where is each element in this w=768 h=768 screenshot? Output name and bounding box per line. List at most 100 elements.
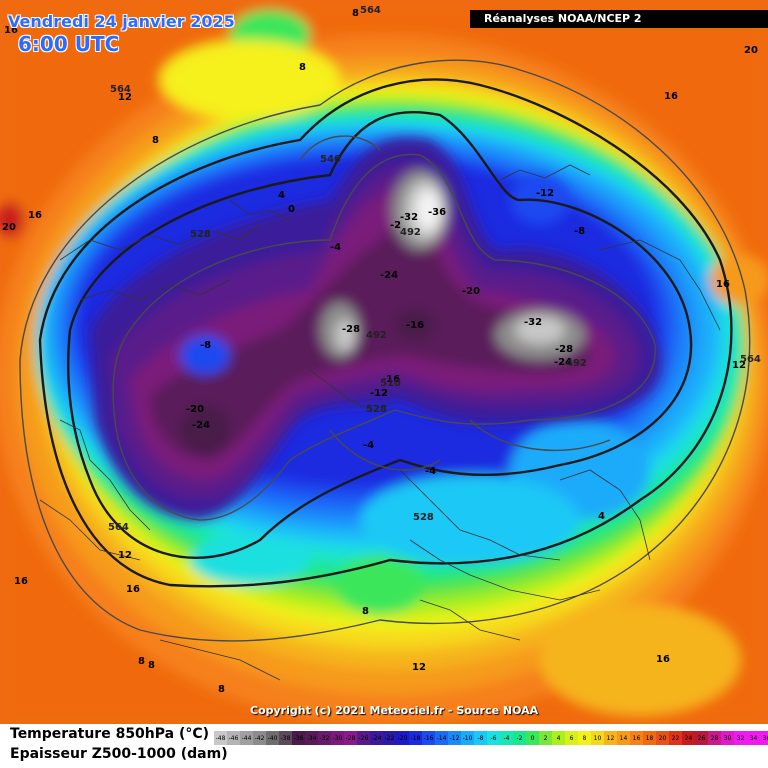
temp-label: 8: [148, 660, 155, 671]
temp-label: 16: [28, 210, 42, 221]
temp-label: 16: [4, 25, 18, 36]
thickness-label: 564: [360, 5, 381, 16]
color-swatch: [279, 731, 292, 745]
temp-label: 16: [664, 91, 678, 102]
temp-label: -20: [186, 404, 204, 415]
color-scale-tick: -2: [516, 735, 523, 742]
color-scale-tick: 30: [723, 735, 732, 742]
color-scale-ticks: -48 -46 -44 -42 -40 -38 -36 -34 -32 -30 -28 -26 -24-…: [214, 733, 768, 745]
temp-label: -24: [554, 357, 572, 368]
color-scale-tick: -24: [371, 735, 382, 742]
color-scale-tick: -10: [462, 735, 473, 742]
color-swatch: [396, 731, 409, 745]
temp-label: 8: [352, 8, 359, 19]
color-scale-tick: -34: [306, 735, 317, 742]
color-scale-tick: -48: [215, 735, 226, 742]
temp-label: 0: [288, 204, 295, 215]
temp-label: -36: [428, 207, 446, 218]
thickness-label: 528: [190, 229, 211, 240]
color-scale-tick: 10: [593, 735, 602, 742]
color-scale-tick: 16: [632, 735, 641, 742]
map-date-title: Vendredi 24 janvier 2025: [8, 12, 235, 31]
color-scale-tick: 14: [619, 735, 628, 742]
thickness-label: 564: [110, 84, 131, 95]
temp-label: 4: [598, 511, 605, 522]
legend-title-temperature: Temperature 850hPa (°C): [10, 726, 210, 742]
color-swatch: [331, 731, 344, 745]
color-scale-tick: -18: [410, 735, 421, 742]
temp-label: -12: [536, 188, 554, 199]
temp-label: 16: [656, 654, 670, 665]
color-scale-tick: 34: [749, 735, 758, 742]
temp-label: 16: [126, 584, 140, 595]
temp-label: 4: [278, 190, 285, 201]
temp-label: 8: [152, 135, 159, 146]
color-scale-tick: -38: [280, 735, 291, 742]
color-swatch: [305, 731, 318, 745]
thick-contours: [38, 78, 733, 588]
color-scale-tick: 4: [556, 735, 561, 742]
thickness-label: 492: [400, 227, 421, 238]
temp-label: -8: [200, 340, 211, 351]
color-scale: [214, 731, 768, 745]
color-swatch: [383, 731, 396, 745]
temp-label: -32: [400, 212, 418, 223]
color-scale-tick: 24: [684, 735, 693, 742]
color-swatch: [227, 731, 240, 745]
map-value-labels: -36 -32 -24 -20 -16 -28 -32 -28 -24 -12 …: [2, 5, 761, 695]
color-scale-tick: -4: [503, 735, 510, 742]
temp-label: -16: [382, 374, 400, 385]
color-scale-tick: -22: [384, 735, 395, 742]
color-swatch: [253, 731, 266, 745]
color-scale-tick: 20: [658, 735, 667, 742]
temp-label: -16: [406, 320, 424, 331]
temp-label: -4: [363, 440, 374, 451]
temp-label: 20: [744, 45, 758, 56]
color-swatch: [591, 731, 604, 745]
color-swatch: [500, 731, 513, 745]
color-swatch: [474, 731, 487, 745]
color-scale-tick: 36: [762, 735, 768, 742]
color-scale-tick: 32: [736, 735, 745, 742]
temp-label: -4: [330, 242, 341, 253]
color-swatch: [461, 731, 474, 745]
temp-label: -20: [462, 286, 480, 297]
color-swatch: [422, 731, 435, 745]
color-swatch: [370, 731, 383, 745]
color-scale-tick: 28: [710, 735, 719, 742]
thickness-label: 546: [320, 154, 341, 165]
color-scale-tick: 12: [606, 735, 615, 742]
temp-label: 12: [118, 550, 132, 561]
color-swatch: [344, 731, 357, 745]
color-swatch: [721, 731, 734, 745]
color-swatch: [214, 731, 227, 745]
thickness-label: 510: [380, 378, 401, 389]
color-scale-tick: -26: [358, 735, 369, 742]
color-swatch: [266, 731, 279, 745]
color-swatch: [409, 731, 422, 745]
color-scale-tick: -14: [436, 735, 447, 742]
color-scale-tick: -36: [293, 735, 304, 742]
color-scale-tick: 26: [697, 735, 706, 742]
temp-label: 8: [218, 684, 225, 695]
color-swatch: [630, 731, 643, 745]
coastlines: [39, 164, 721, 681]
color-scale-tick: -42: [254, 735, 265, 742]
temp-label: 8: [299, 62, 306, 73]
color-swatch: [357, 731, 370, 745]
temp-label: -24: [192, 420, 210, 431]
color-scale-tick: -16: [423, 735, 434, 742]
color-scale-tick: -32: [319, 735, 330, 742]
thickness-label: 492: [566, 358, 587, 369]
temp-label: 12: [118, 92, 132, 103]
temp-label: 8: [138, 656, 145, 667]
weather-map: -36 -32 -24 -20 -16 -28 -32 -28 -24 -12 …: [0, 0, 768, 724]
color-swatch: [604, 731, 617, 745]
color-swatch: [682, 731, 695, 745]
color-swatch: [617, 731, 630, 745]
temp-label: -12: [370, 388, 388, 399]
color-swatch: [747, 731, 760, 745]
temp-label: -28: [555, 344, 573, 355]
color-scale-tick: -30: [332, 735, 343, 742]
color-swatch: [513, 731, 526, 745]
